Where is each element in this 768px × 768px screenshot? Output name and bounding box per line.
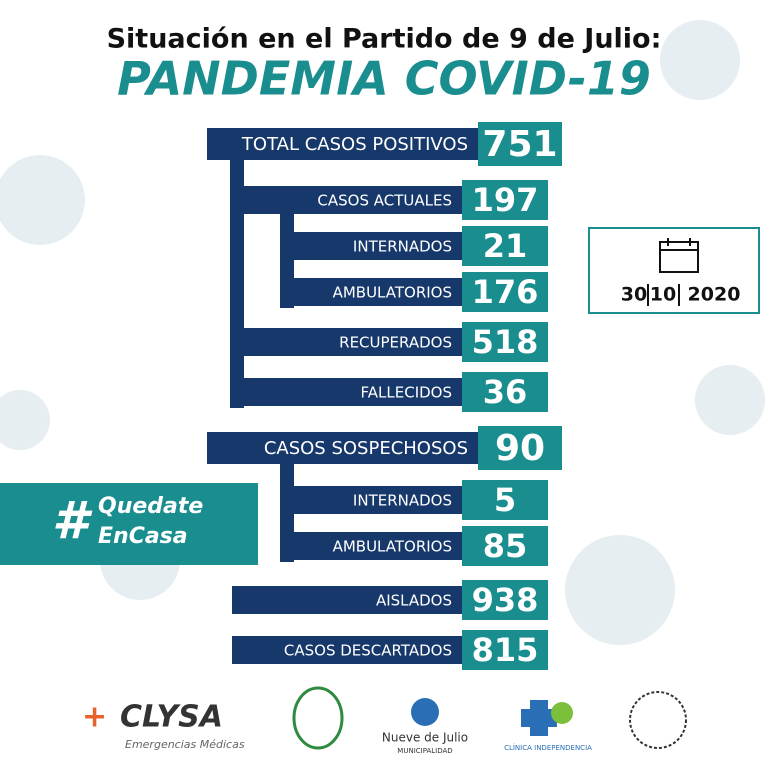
row-label: AMBULATORIOS — [333, 538, 452, 556]
title: PANDEMIA COVID-19 — [117, 52, 651, 106]
value-box — [462, 226, 548, 266]
hashtag-line2: EnCasa — [98, 524, 188, 549]
label-box — [294, 486, 462, 514]
label-box — [232, 636, 462, 664]
value-box — [462, 322, 548, 362]
value-box — [462, 580, 548, 620]
row-value: 518 — [472, 323, 539, 361]
label-box — [244, 328, 462, 356]
date-day: 30 — [621, 284, 647, 306]
label-box — [244, 186, 462, 214]
seal-logo-2 — [629, 691, 687, 749]
label-box — [207, 432, 478, 464]
row-label: AISLADOS — [376, 592, 452, 610]
label-box — [232, 586, 462, 614]
hashtag-symbol: # — [52, 491, 93, 551]
value-box — [462, 630, 548, 670]
value-box — [478, 426, 562, 470]
row-label: INTERNADOS — [353, 492, 452, 510]
row-label: TOTAL CASOS POSITIVOS — [241, 134, 468, 155]
row-label: FALLECIDOS — [361, 384, 452, 402]
date-year: 2020 — [688, 284, 741, 306]
row-label: INTERNADOS — [353, 238, 452, 256]
value-box — [462, 272, 548, 312]
row-value: 5 — [494, 481, 516, 519]
row-value: 176 — [472, 273, 539, 311]
muni-icon — [411, 698, 439, 726]
value-box — [462, 526, 548, 566]
subtitle: Situación en el Partido de 9 de Julio: — [107, 24, 662, 55]
seal-logo — [292, 686, 344, 750]
row-value: 36 — [483, 373, 528, 411]
clysa-cross: + — [82, 700, 107, 735]
clinica-logo: CLÍNICA INDEPENDENCIA — [504, 743, 592, 752]
label-box — [244, 378, 462, 406]
row-label: CASOS SOSPECHOSOS — [264, 438, 468, 459]
row-label: RECUPERADOS — [339, 334, 452, 352]
label-box — [207, 128, 478, 160]
hashtag-line1: Quedate — [98, 494, 203, 519]
value-box — [462, 180, 548, 220]
label-box — [294, 232, 462, 260]
clysa-sub: Emergencias Médicas — [125, 738, 245, 751]
row-label: AMBULATORIOS — [333, 284, 452, 302]
label-box — [294, 278, 462, 306]
value-box — [462, 372, 548, 412]
clysa-logo: CLYSA — [120, 700, 223, 735]
hashtag-box — [0, 483, 258, 565]
value-box — [462, 480, 548, 520]
date-month: 10 — [650, 284, 676, 306]
calendar-icon — [659, 238, 699, 273]
row-label: CASOS DESCARTADOS — [284, 642, 452, 660]
muni-sub: MUNICIPALIDAD — [397, 747, 452, 755]
row-value: 21 — [483, 227, 528, 265]
muni-logo: Nueve de Julio — [382, 731, 468, 745]
row-value: 751 — [482, 124, 557, 165]
row-value: 90 — [495, 428, 545, 469]
value-box — [478, 122, 562, 166]
row-value: 815 — [472, 631, 539, 669]
label-box — [294, 532, 462, 560]
row-label: CASOS ACTUALES — [317, 192, 452, 210]
row-value: 85 — [483, 527, 528, 565]
connectors — [230, 160, 294, 562]
row-value: 197 — [472, 181, 539, 219]
row-value: 938 — [472, 581, 539, 619]
